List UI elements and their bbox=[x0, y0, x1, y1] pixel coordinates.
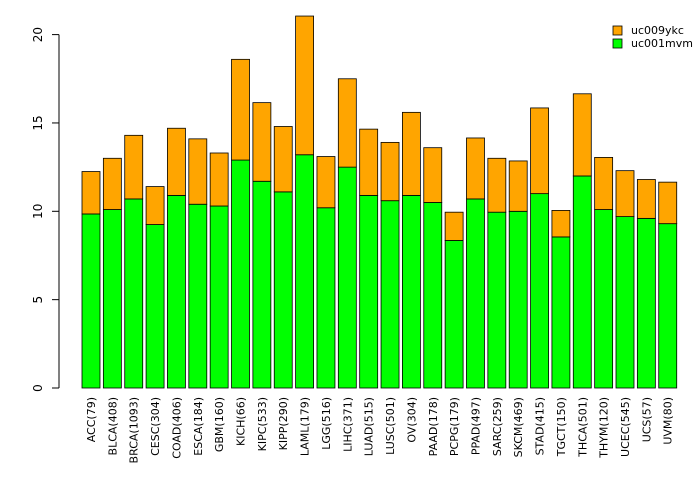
bar-uc001mvm bbox=[124, 198, 144, 389]
y-tick-label: 15 bbox=[31, 115, 45, 130]
bar-uc009ykc bbox=[423, 147, 443, 203]
bar-uc009ykc bbox=[444, 211, 464, 241]
bar-uc001mvm bbox=[530, 193, 549, 389]
x-tick-label: SKCM(469) bbox=[512, 397, 525, 457]
bar-uc009ykc bbox=[252, 102, 272, 182]
bar-uc001mvm bbox=[572, 175, 592, 389]
x-tick-label: LGG(516) bbox=[320, 397, 333, 450]
bar-uc009ykc bbox=[124, 134, 144, 200]
bar-uc009ykc bbox=[466, 137, 485, 200]
bar-uc001mvm bbox=[359, 194, 379, 389]
bar-uc009ykc bbox=[188, 138, 208, 205]
x-tick-label: THYM(120) bbox=[598, 397, 611, 459]
bar-uc009ykc bbox=[615, 170, 635, 218]
x-tick-label: BRCA(1093) bbox=[128, 397, 141, 463]
x-tick-label: BLCA(408) bbox=[106, 397, 119, 455]
x-tick-label: ACC(79) bbox=[85, 397, 98, 442]
bar-uc001mvm bbox=[167, 194, 186, 389]
y-tick-label: 0 bbox=[31, 384, 45, 392]
bar-uc001mvm bbox=[444, 240, 464, 389]
x-tick-label: STAD(415) bbox=[534, 397, 547, 455]
bar-uc001mvm bbox=[551, 236, 571, 389]
y-tick-label: 20 bbox=[31, 27, 45, 42]
x-tick-label: TGCT(150) bbox=[555, 397, 568, 457]
bar-uc001mvm bbox=[487, 211, 507, 389]
x-tick-label: UCS(57) bbox=[640, 397, 653, 442]
bar-uc009ykc bbox=[572, 93, 592, 177]
x-tick-label: SARC(259) bbox=[491, 397, 504, 456]
bar-uc001mvm bbox=[615, 216, 635, 389]
bar-uc009ykc bbox=[380, 141, 400, 202]
x-tick-label: UVM(80) bbox=[662, 397, 675, 445]
y-axis: 0 5 10 15 20 bbox=[31, 27, 60, 392]
bar-uc001mvm bbox=[466, 198, 485, 389]
bar-uc001mvm bbox=[337, 166, 357, 389]
x-tick-label: LAML(179) bbox=[299, 397, 312, 456]
bar-uc001mvm bbox=[316, 207, 336, 389]
bar-uc001mvm bbox=[594, 209, 614, 389]
bar-uc009ykc bbox=[636, 179, 656, 219]
x-tick-label: KIPP(290) bbox=[277, 397, 290, 450]
x-tick-label: THCA(501) bbox=[576, 397, 589, 458]
bar-uc001mvm bbox=[295, 154, 315, 389]
bar-uc009ykc bbox=[658, 181, 678, 225]
legend-label: uc001mvm bbox=[631, 37, 693, 50]
bar-uc001mvm bbox=[252, 180, 272, 389]
x-tick-label: OV(304) bbox=[405, 397, 418, 443]
bar-uc009ykc bbox=[487, 157, 507, 213]
x-tick-label: LUAD(515) bbox=[363, 397, 376, 456]
x-tick-label: PCPG(179) bbox=[448, 397, 461, 456]
bar-uc009ykc bbox=[594, 157, 614, 210]
bar-uc009ykc bbox=[273, 126, 293, 193]
bar-uc001mvm bbox=[209, 205, 229, 389]
x-tick-label: PAAD(178) bbox=[427, 397, 440, 456]
bar-uc001mvm bbox=[145, 224, 165, 389]
bar-uc001mvm bbox=[273, 191, 293, 389]
bar-uc009ykc bbox=[167, 127, 186, 196]
bar-uc001mvm bbox=[231, 159, 250, 389]
bar-uc001mvm bbox=[423, 202, 443, 389]
bar-uc001mvm bbox=[188, 203, 208, 389]
x-tick-label: COAD(406) bbox=[170, 397, 183, 459]
x-tick-label: UCEC(545) bbox=[619, 397, 632, 457]
bar-uc001mvm bbox=[81, 213, 101, 389]
bar-uc009ykc bbox=[551, 210, 571, 238]
bar-uc001mvm bbox=[658, 223, 678, 389]
bar-uc009ykc bbox=[102, 157, 122, 210]
bar-uc009ykc bbox=[209, 152, 229, 207]
bar-uc009ykc bbox=[316, 156, 336, 209]
bar-uc009ykc bbox=[401, 111, 421, 196]
bar-uc001mvm bbox=[102, 209, 122, 389]
legend-label: uc009ykc bbox=[631, 24, 684, 37]
y-tick-label: 5 bbox=[31, 296, 45, 304]
bar-uc001mvm bbox=[401, 194, 421, 389]
x-tick-label: KICH(66) bbox=[235, 397, 248, 446]
bar-uc009ykc bbox=[508, 160, 528, 212]
x-tick-label: PPAD(497) bbox=[469, 397, 482, 455]
x-axis-labels: ACC(79) BLCA(408) BRCA(1093) CESC(304) COAD(… bbox=[85, 397, 675, 463]
bars bbox=[81, 15, 678, 389]
bar-uc001mvm bbox=[508, 210, 528, 389]
x-tick-label: CESC(304) bbox=[149, 397, 162, 456]
bar-uc009ykc bbox=[337, 78, 357, 168]
x-tick-label: GBM(160) bbox=[213, 397, 226, 452]
bar-uc001mvm bbox=[636, 217, 656, 389]
x-tick-label: ESCA(184) bbox=[192, 397, 205, 456]
bar-uc009ykc bbox=[295, 15, 315, 156]
bar-uc009ykc bbox=[145, 186, 165, 225]
bar-uc009ykc bbox=[530, 107, 549, 195]
x-tick-label: KIPC(533) bbox=[256, 397, 269, 451]
x-tick-label: LUSC(501) bbox=[384, 397, 397, 455]
bar-uc009ykc bbox=[231, 58, 250, 161]
bar-uc001mvm bbox=[380, 200, 400, 389]
bar-uc009ykc bbox=[359, 128, 379, 196]
legend-swatch bbox=[612, 38, 623, 49]
x-tick-label: LIHC(371) bbox=[341, 397, 354, 452]
bar-uc009ykc bbox=[81, 171, 101, 215]
legend-swatch bbox=[612, 25, 623, 36]
y-tick-label: 10 bbox=[31, 204, 45, 219]
